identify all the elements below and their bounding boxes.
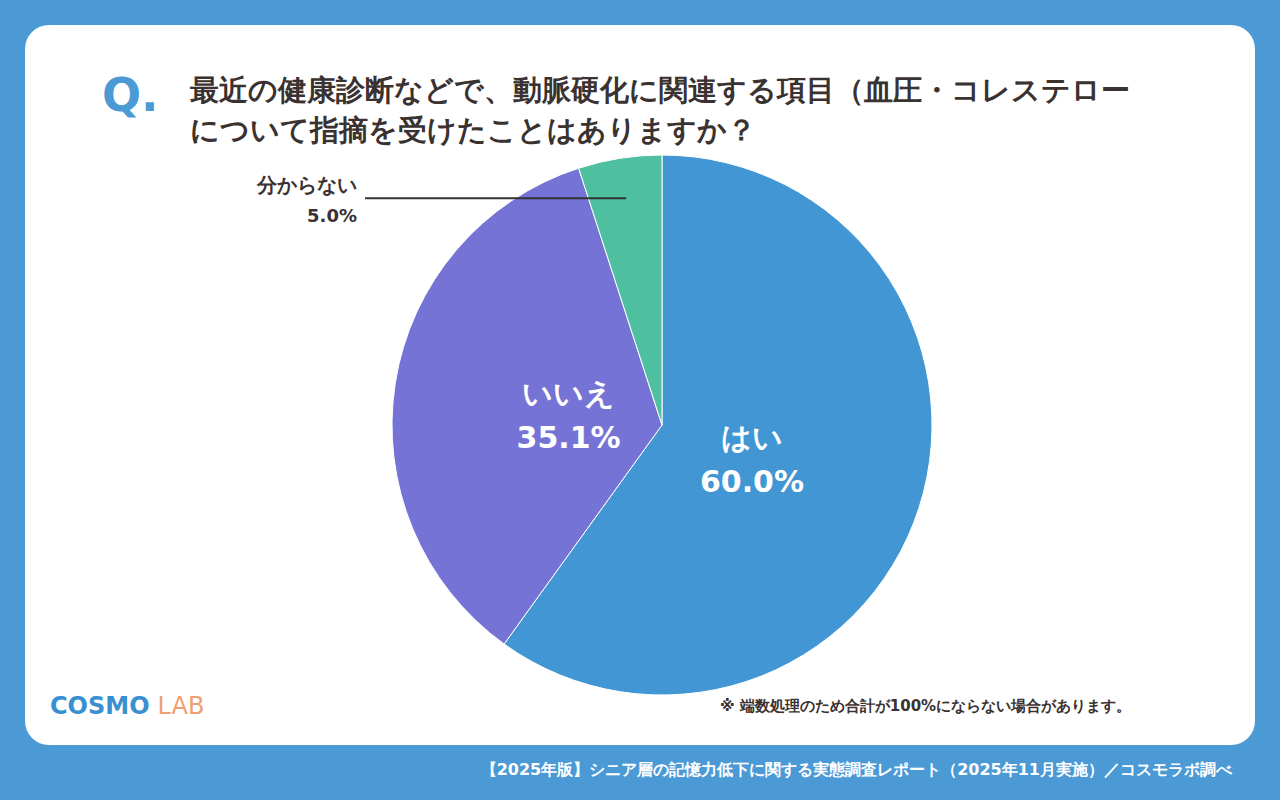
svg-text:いいえ: いいえ [522, 376, 615, 411]
html-text:COSMO LAB: COSMO LAB [50, 692, 205, 720]
html-text:について指摘を受けたことはありますか？: について指摘を受けたことはありますか？ [190, 113, 756, 147]
svg-text:60.0%: 60.0% [700, 464, 804, 499]
html-text:最近の健康診断などで、動脈硬化に関連する項目（血圧・コレステ: 最近の健康診断などで、動脈硬化に関連する項目（血圧・コレステロー [190, 73, 1130, 107]
svg-text:分からない: 分からない [256, 173, 357, 197]
html-text:【2025年版】シニア層の記憶力低下に関する実態調査レポート: 【2025年版】シニア層の記憶力低下に関する実態調査レポート（2025年11月実… [480, 760, 1232, 779]
html-text:Q.: Q. [102, 68, 159, 122]
html-text:※ 端数処理のため合計が100%にならない場合があります。: ※ 端数処理のため合計が100%にならない場合があります。 [720, 697, 1132, 715]
svg-text:はい: はい [721, 420, 783, 455]
svg-text:5.0%: 5.0% [307, 205, 357, 226]
svg-text:35.1%: 35.1% [517, 420, 621, 455]
